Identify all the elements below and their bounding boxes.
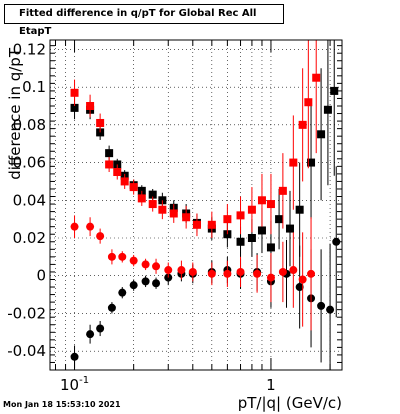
data-point-circle — [295, 283, 304, 292]
x-axis-label: pT/|q| (GeV/c) — [238, 394, 342, 412]
data-point-circle — [289, 266, 298, 275]
data-point-square — [158, 205, 167, 214]
axis-ticks — [50, 40, 342, 371]
y-tick-label: 0.04 — [13, 191, 46, 209]
data-point-circle — [118, 288, 127, 297]
data-point-circle — [278, 267, 287, 276]
y-tick-label: 0.02 — [13, 229, 46, 247]
series-0 — [70, 40, 339, 274]
data-point-square — [86, 102, 95, 110]
x-tick-label: 1 — [266, 376, 276, 394]
data-point-circle — [317, 301, 326, 310]
y-tick-label: 0.1 — [22, 78, 46, 96]
data-point-square — [70, 88, 79, 97]
data-point-square — [96, 118, 105, 127]
data-point-circle — [236, 267, 245, 276]
y-tick-label: 0 — [36, 267, 46, 285]
data-point-circle — [266, 273, 275, 282]
data-point-circle — [332, 237, 341, 246]
data-point-square — [182, 213, 191, 222]
data-point-circle — [96, 324, 105, 333]
data-point-circle — [307, 269, 316, 278]
data-point-square — [307, 158, 316, 167]
data-point-square — [192, 220, 201, 229]
y-tick-label: -0.02 — [7, 304, 46, 322]
data-point-circle — [129, 256, 138, 265]
data-point-circle — [253, 269, 262, 278]
data-point-square — [257, 226, 266, 235]
data-point-square — [330, 86, 339, 95]
data-point-square — [295, 205, 304, 214]
data-point-circle — [152, 262, 161, 271]
data-point-square — [105, 149, 114, 158]
data-point-square — [275, 215, 284, 224]
data-point-square — [312, 73, 321, 82]
data-point-square — [120, 177, 129, 186]
data-point-circle — [164, 266, 173, 275]
data-point-square — [236, 211, 245, 220]
data-point-circle — [70, 352, 79, 361]
data-point-circle — [207, 269, 216, 278]
data-point-square — [148, 200, 157, 209]
data-point-circle — [141, 277, 150, 286]
x-tick-label: 10-1 — [60, 375, 89, 394]
y-tick-label: 0.06 — [13, 154, 46, 172]
data-point-circle — [141, 260, 150, 269]
data-point-circle — [86, 222, 95, 231]
data-point-square — [304, 98, 313, 107]
data-point-square — [129, 183, 138, 192]
data-point-circle — [129, 281, 138, 290]
data-point-circle — [86, 330, 95, 339]
data-point-square — [113, 168, 122, 176]
data-point-square — [285, 224, 294, 233]
data-point-circle — [188, 267, 197, 276]
data-point-square — [236, 237, 245, 246]
data-point-circle — [326, 305, 335, 314]
data-point-circle — [177, 266, 186, 275]
data-point-square — [298, 120, 307, 129]
data-point-circle — [107, 252, 116, 261]
series-3 — [70, 215, 316, 331]
data-point-square — [223, 215, 232, 224]
data-point-square — [247, 205, 256, 214]
data-point-square — [169, 209, 178, 218]
data-point-circle — [223, 269, 232, 278]
y-axis-label: difference in q/pT — [6, 47, 24, 180]
data-point-square — [278, 186, 287, 195]
data-point-square — [289, 158, 298, 167]
data-point-square — [266, 200, 275, 209]
data-point-square — [70, 103, 79, 112]
data-points — [70, 40, 341, 370]
data-point-circle — [107, 303, 116, 312]
data-point-square — [247, 234, 256, 242]
grid-lines — [50, 40, 342, 370]
data-point-circle — [96, 232, 105, 241]
y-tick-label: -0.04 — [7, 342, 46, 360]
data-point-circle — [152, 279, 161, 288]
series-2 — [70, 40, 321, 238]
data-point-square — [317, 130, 326, 139]
data-point-square — [105, 160, 114, 169]
data-point-square — [266, 243, 275, 252]
data-point-square — [137, 194, 146, 203]
chart-title: Fitted difference in q/pT for Global Rec… — [4, 4, 284, 37]
data-point-square — [257, 196, 266, 205]
y-tick-label: 0.08 — [13, 116, 46, 134]
data-point-square — [207, 220, 216, 229]
data-point-circle — [70, 222, 79, 231]
data-point-circle — [298, 275, 307, 284]
plot-frame — [49, 39, 343, 371]
data-point-square — [148, 190, 157, 199]
axis-labels: -0.04 -0.02 0 0.02 0.04 0.06 0.08 0.1 0.12 10-1 1p… — [6, 40, 342, 412]
timestamp-label: Mon Jan 18 15:53:10 2021 — [3, 400, 121, 409]
y-tick-label: 0.12 — [13, 40, 46, 58]
data-point-square — [323, 105, 332, 114]
data-point-circle — [118, 252, 127, 261]
